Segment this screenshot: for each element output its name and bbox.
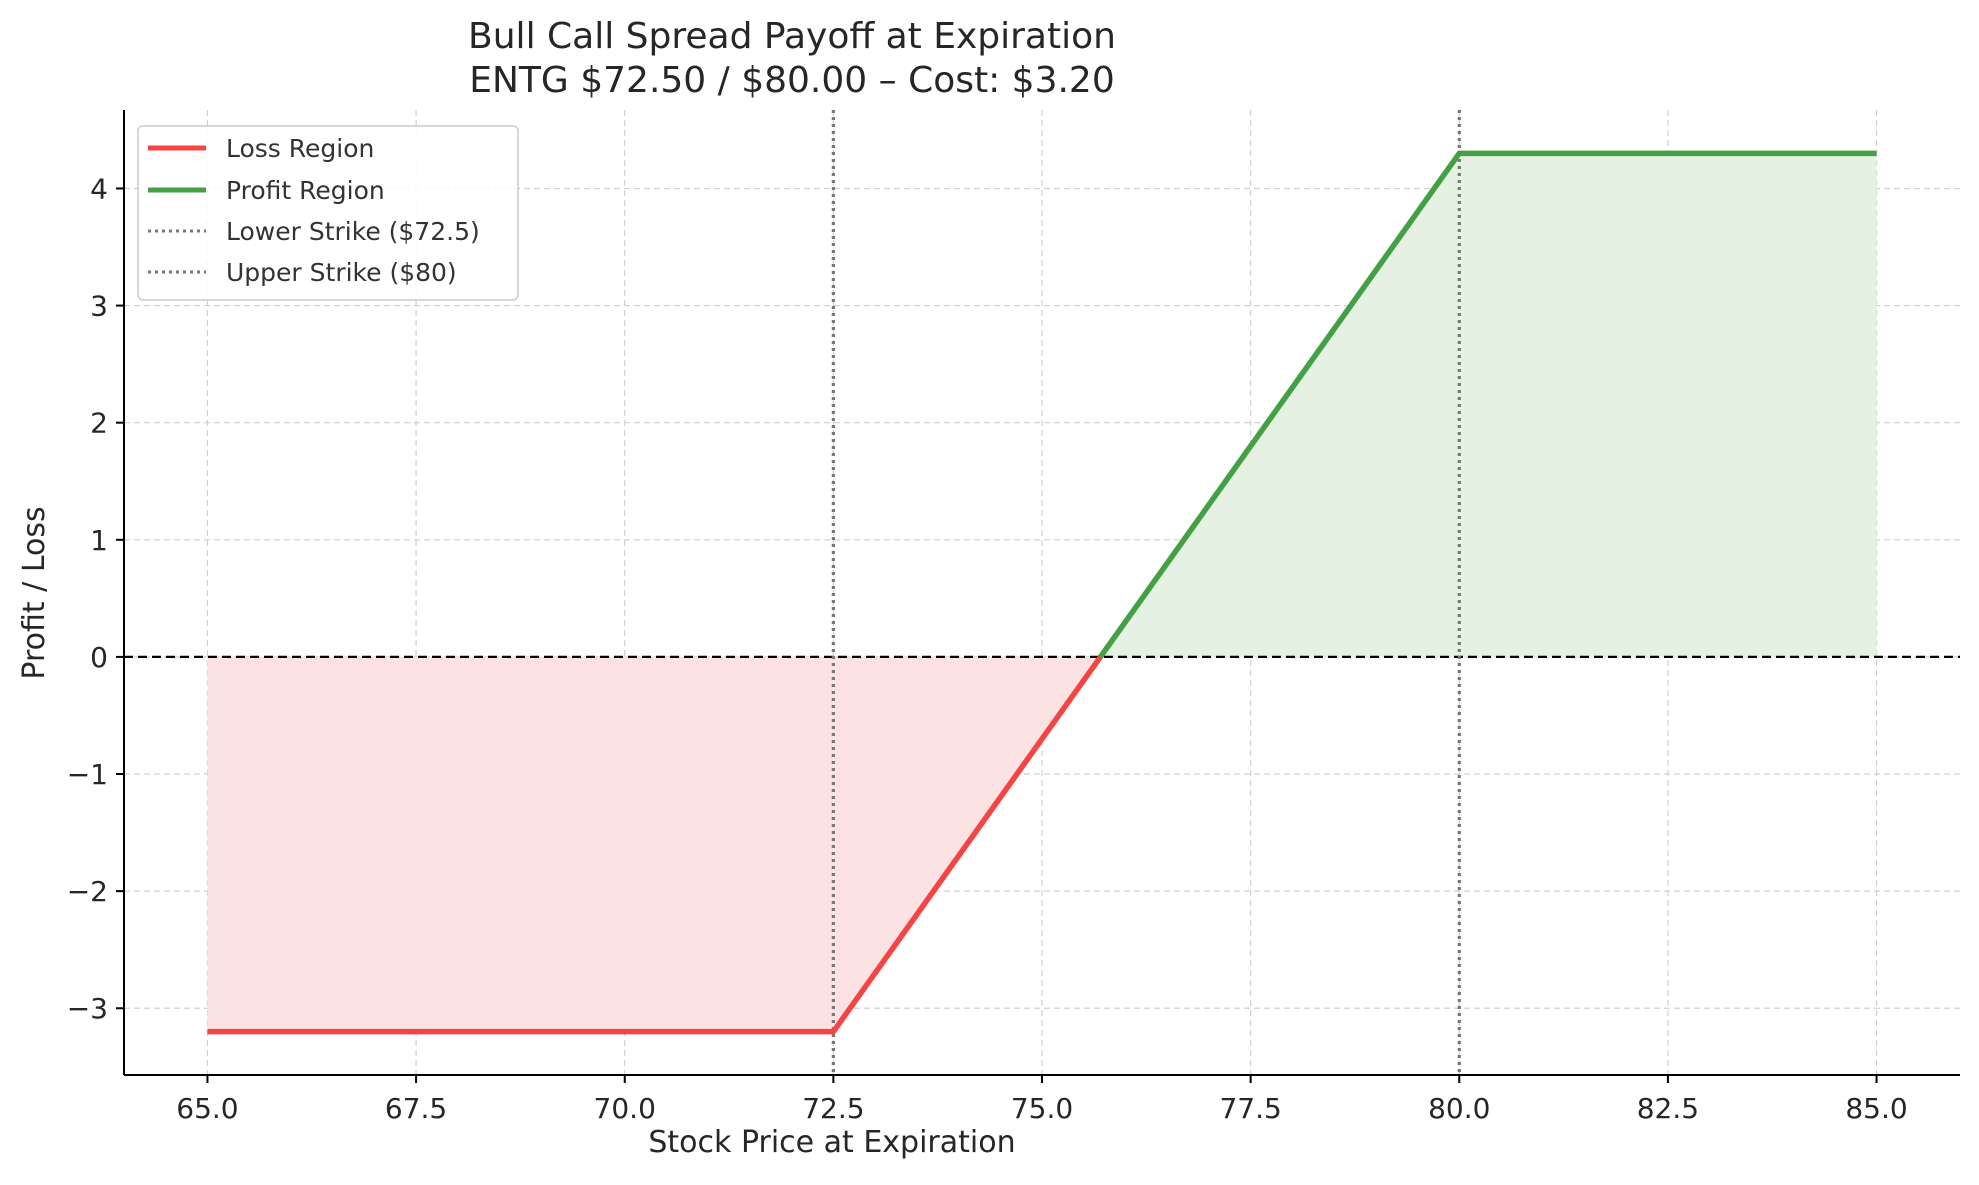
legend-entry-upper-strike: Upper Strike ($80) [148, 258, 457, 287]
x-tick-label: 80.0 [1428, 1092, 1490, 1125]
legend-label-loss: Loss Region [226, 134, 374, 163]
x-tick-label: 67.5 [385, 1092, 447, 1125]
y-tick-label: 2 [90, 407, 108, 440]
y-tick-label: 0 [90, 641, 108, 674]
x-axis-label: Stock Price at Expiration [648, 1125, 1015, 1160]
legend-entry-loss: Loss Region [148, 134, 374, 163]
chart-title: Bull Call Spread Payoff at Expiration [468, 16, 1116, 57]
y-tick-label: −3 [67, 992, 108, 1025]
legend: Loss Region Profit Region Lower Strike (… [137, 125, 519, 301]
fill-layer [207, 153, 1877, 1032]
x-tick-label: 70.0 [594, 1092, 656, 1125]
y-tick-label: 4 [90, 172, 108, 205]
y-tick-label: −2 [67, 875, 108, 908]
x-tick-label: 75.0 [1011, 1092, 1073, 1125]
y-tick-label: 3 [90, 290, 108, 323]
legend-label-lower-strike: Lower Strike ($72.5) [226, 217, 480, 246]
x-tick-label: 72.5 [802, 1092, 864, 1125]
profit-region-line [1098, 150, 1877, 659]
legend-box [137, 125, 519, 301]
x-tick-label: 65.0 [176, 1092, 238, 1125]
loss-region-line [207, 655, 1103, 1035]
x-tick-label: 82.5 [1637, 1092, 1699, 1125]
legend-entry-profit: Profit Region [148, 176, 385, 205]
tick-layer: 65.0 67.5 70.0 72.5 75.0 77.5 80.0 82.5 85.0 −3 −2… [67, 172, 1908, 1125]
y-axis-label: Profit / Loss [17, 506, 52, 679]
series-lines-layer [207, 150, 1877, 1035]
y-tick-label: 1 [90, 524, 108, 557]
legend-entry-lower-strike: Lower Strike ($72.5) [148, 217, 480, 246]
x-tick-label: 77.5 [1219, 1092, 1281, 1125]
legend-label-upper-strike: Upper Strike ($80) [226, 258, 457, 287]
x-tick-label: 85.0 [1845, 1092, 1907, 1125]
loss-region-fill [207, 656, 1101, 1032]
chart-subtitle: ENTG $72.50 / $80.00 – Cost: $3.20 [469, 60, 1115, 101]
legend-label-profit: Profit Region [226, 176, 385, 205]
y-tick-label: −1 [67, 758, 108, 791]
reference-lines-layer [124, 110, 1960, 1075]
profit-region-fill [1100, 153, 1877, 657]
